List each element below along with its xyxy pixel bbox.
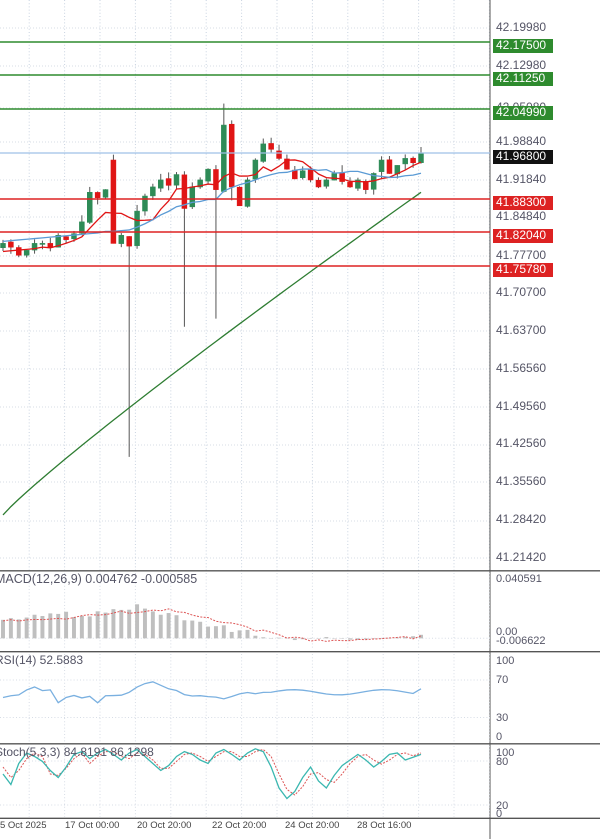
svg-text:30: 30 <box>496 712 508 724</box>
svg-text:-0.006622: -0.006622 <box>496 635 546 647</box>
svg-text:41.21420: 41.21420 <box>496 550 546 564</box>
svg-text:41.49560: 41.49560 <box>496 399 546 413</box>
svg-text:0.040591: 0.040591 <box>496 573 542 585</box>
svg-text:5 Oct 2025: 5 Oct 2025 <box>0 820 46 831</box>
svg-text:41.77700: 41.77700 <box>496 248 546 262</box>
svg-text:RSI(14) 52.5883: RSI(14) 52.5883 <box>0 653 83 667</box>
svg-text:70: 70 <box>496 674 508 686</box>
svg-text:17 Oct 00:00: 17 Oct 00:00 <box>65 820 119 831</box>
svg-text:41.98840: 41.98840 <box>496 134 546 148</box>
svg-text:41.88300: 41.88300 <box>496 195 546 209</box>
svg-text:41.63700: 41.63700 <box>496 323 546 337</box>
svg-text:41.91840: 41.91840 <box>496 172 546 186</box>
svg-text:41.70700: 41.70700 <box>496 285 546 299</box>
svg-text:MACD(12,26,9) 0.004762 -0.0005: MACD(12,26,9) 0.004762 -0.000585 <box>0 572 197 586</box>
svg-text:41.75780: 41.75780 <box>496 262 546 276</box>
svg-text:42.12980: 42.12980 <box>496 58 546 72</box>
svg-text:41.35560: 41.35560 <box>496 474 546 488</box>
svg-text:42.19980: 42.19980 <box>496 20 546 34</box>
svg-text:28 Oct 16:00: 28 Oct 16:00 <box>357 820 411 831</box>
svg-text:22 Oct 20:00: 22 Oct 20:00 <box>212 820 266 831</box>
svg-text:41.56560: 41.56560 <box>496 361 546 375</box>
svg-text:42.04990: 42.04990 <box>496 105 546 119</box>
svg-text:41.82040: 41.82040 <box>496 228 546 242</box>
svg-text:41.28420: 41.28420 <box>496 512 546 526</box>
svg-text:Stoch(5,3,3) 84.8191 86.1298: Stoch(5,3,3) 84.8191 86.1298 <box>0 745 154 759</box>
svg-text:41.42560: 41.42560 <box>496 436 546 450</box>
svg-text:0: 0 <box>496 731 502 743</box>
svg-text:24 Oct 20:00: 24 Oct 20:00 <box>285 820 339 831</box>
svg-text:41.84840: 41.84840 <box>496 209 546 223</box>
svg-text:41.96800: 41.96800 <box>496 149 546 163</box>
svg-text:42.11250: 42.11250 <box>496 71 545 85</box>
svg-text:42.17500: 42.17500 <box>496 38 546 52</box>
svg-text:80: 80 <box>496 756 508 768</box>
svg-text:20 Oct 20:00: 20 Oct 20:00 <box>137 820 191 831</box>
svg-text:100: 100 <box>496 655 514 667</box>
